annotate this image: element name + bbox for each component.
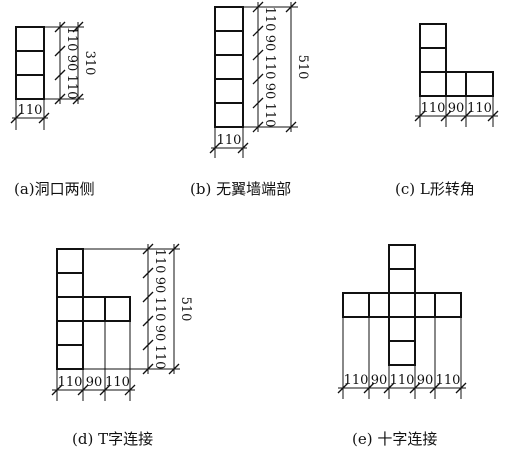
diagram-b: 110 90 110 90 110 510 110 bbox=[209, 1, 310, 158]
dim-c-h3: 110 bbox=[467, 101, 492, 116]
dim-a-total: 310 bbox=[82, 51, 97, 76]
diagram-a: 110 90 110 310 110 bbox=[10, 21, 97, 130]
dim-a-v1: 110 bbox=[64, 75, 79, 100]
dim-a-v3: 110 bbox=[64, 27, 79, 52]
dim-d-h1: 110 bbox=[58, 375, 83, 390]
dimension-horizontal-b: 110 bbox=[209, 127, 249, 158]
dim-b-h1: 110 bbox=[217, 133, 242, 148]
caption-b: (b) 无翼墙端部 bbox=[190, 180, 292, 198]
brick-column-b bbox=[214, 6, 244, 128]
dimension-vertical-d: 110 90 110 90 110 510 bbox=[83, 243, 193, 375]
brick-l-shape bbox=[419, 23, 494, 97]
dim-c-h1: 110 bbox=[421, 101, 446, 116]
dimension-horizontal-e: 110 90 110 90 110 bbox=[337, 317, 467, 399]
brick-t-shape bbox=[56, 248, 131, 370]
diagram-c: 110 90 110 bbox=[414, 23, 499, 127]
caption-c: (c) L形转角 bbox=[395, 180, 475, 198]
dimension-vertical-b: 110 90 110 90 110 510 bbox=[243, 1, 310, 133]
dim-b-v5: 110 bbox=[262, 7, 277, 32]
dim-b-total: 510 bbox=[295, 55, 310, 80]
dimension-horizontal-c: 110 90 110 bbox=[414, 96, 499, 127]
dim-e-h1: 110 bbox=[344, 373, 369, 388]
diagram-d: 110 90 110 90 110 510 110 90 110 bbox=[51, 243, 193, 401]
dim-e-h4: 90 bbox=[417, 373, 434, 388]
caption-d: (d) T字连接 bbox=[72, 430, 154, 448]
dimension-horizontal-a: 110 bbox=[10, 99, 50, 130]
dim-b-v4: 90 bbox=[262, 35, 277, 52]
dim-e-h3: 110 bbox=[390, 373, 415, 388]
dim-b-v2: 90 bbox=[262, 83, 277, 100]
brick-cross-shape bbox=[342, 244, 462, 366]
dim-d-v1: 110 bbox=[152, 345, 167, 370]
dim-d-total: 510 bbox=[178, 297, 193, 322]
dim-d-h2: 90 bbox=[86, 375, 103, 390]
dim-d-v4: 90 bbox=[152, 277, 167, 294]
dim-a-h1: 110 bbox=[18, 103, 43, 118]
dim-a-v2: 90 bbox=[64, 55, 79, 72]
dim-e-h2: 90 bbox=[371, 373, 388, 388]
brick-column-a bbox=[15, 26, 45, 100]
dim-b-v1: 110 bbox=[262, 103, 277, 128]
dim-b-v3: 110 bbox=[262, 55, 277, 80]
dimension-horizontal-d: 110 90 110 bbox=[51, 321, 136, 401]
caption-e: (e) 十字连接 bbox=[352, 430, 438, 448]
dim-d-h3: 110 bbox=[105, 375, 130, 390]
dim-d-v5: 110 bbox=[152, 249, 167, 274]
dim-d-v3: 110 bbox=[152, 297, 167, 322]
dim-e-h5: 110 bbox=[436, 373, 461, 388]
diagram-e: 110 90 110 90 110 bbox=[337, 244, 467, 399]
dim-c-h2: 90 bbox=[448, 101, 465, 116]
dim-d-v2: 90 bbox=[152, 325, 167, 342]
caption-a: (a)洞口两侧 bbox=[14, 180, 95, 198]
dimension-vertical-a: 110 90 110 310 bbox=[44, 21, 97, 105]
